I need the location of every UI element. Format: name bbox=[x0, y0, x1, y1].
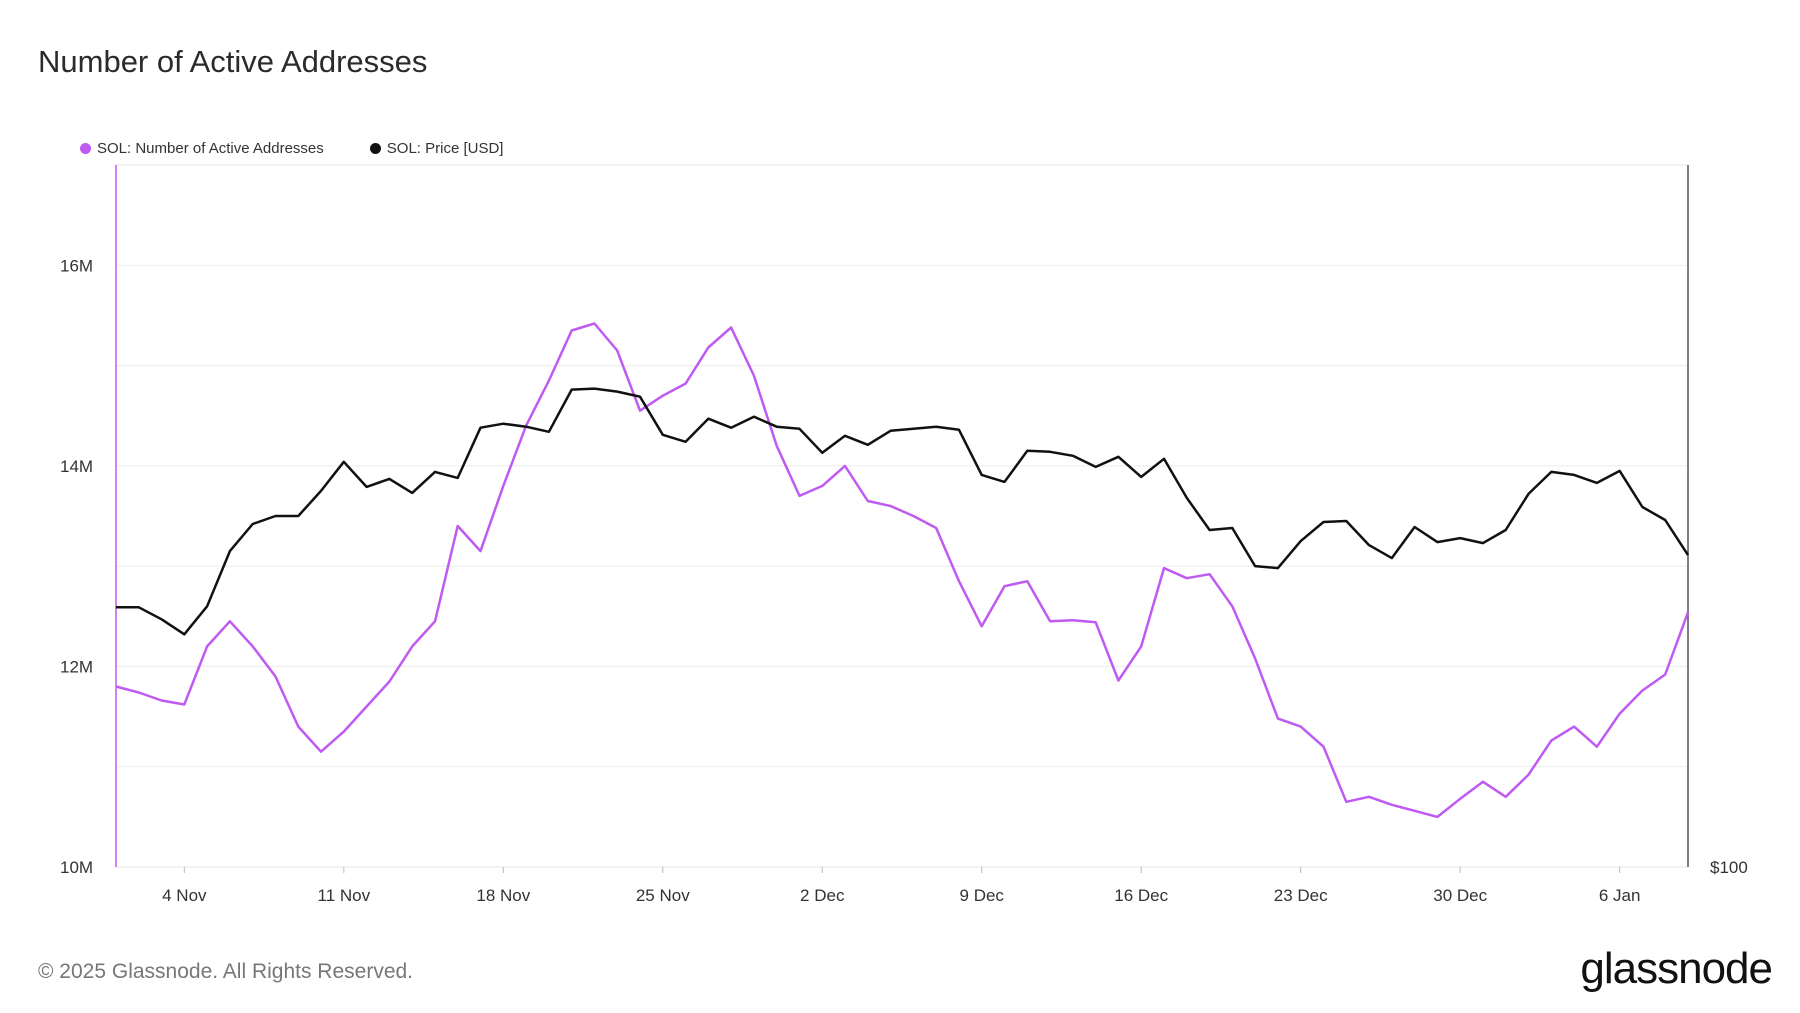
x-axis-label: 16 Dec bbox=[1114, 886, 1168, 905]
x-axis-label: 2 Dec bbox=[800, 886, 845, 905]
x-axis-label: 11 Nov bbox=[318, 886, 371, 905]
y-axis-label: 10M bbox=[60, 858, 93, 877]
line-chart[interactable]: 10M 12M 14M 16M $100 4 Nov 11 Nov 18 Nov 25 Nov 2… bbox=[0, 0, 1800, 920]
glassnode-logo: glassnode bbox=[1580, 944, 1773, 993]
x-axis-label: 23 Dec bbox=[1274, 886, 1328, 905]
chart-title: Number of Active Addresses bbox=[38, 44, 428, 79]
legend-dot-price bbox=[369, 143, 381, 154]
x-axis-label: 6 Jan bbox=[1599, 886, 1641, 905]
y-axis-label: 12M bbox=[60, 657, 93, 676]
y-axis-label: 14M bbox=[60, 457, 93, 476]
copyright-footer: © 2025 Glassnode. All Rights Reserved. bbox=[38, 960, 414, 983]
legend-label-active-addresses: SOL: Number of Active Addresses bbox=[97, 140, 324, 157]
x-axis-label: 9 Dec bbox=[960, 886, 1005, 905]
plot-frame bbox=[115, 164, 1689, 868]
legend-label-price: SOL: Price [USD] bbox=[386, 140, 504, 157]
x-axis-label: 18 Nov bbox=[476, 886, 530, 905]
price-line bbox=[116, 387, 1690, 636]
x-axis-label: 4 Nov bbox=[162, 886, 207, 905]
legend-item-active-addresses[interactable]: SOL: Number of Active Addresses bbox=[80, 140, 324, 157]
y-axis-label: 16M bbox=[60, 256, 93, 275]
legend-dot-active-addresses bbox=[80, 143, 91, 154]
x-axis-label: 25 Nov bbox=[636, 886, 690, 905]
chart-legend: SOL: Number of Active Addresses SOL: Pri… bbox=[80, 140, 503, 157]
x-axis-label: 30 Dec bbox=[1433, 886, 1487, 905]
legend-item-price[interactable]: SOL: Price [USD] bbox=[369, 140, 504, 157]
y-right-axis-label: $100 bbox=[1710, 858, 1748, 877]
active-addresses-line bbox=[115, 322, 1690, 819]
